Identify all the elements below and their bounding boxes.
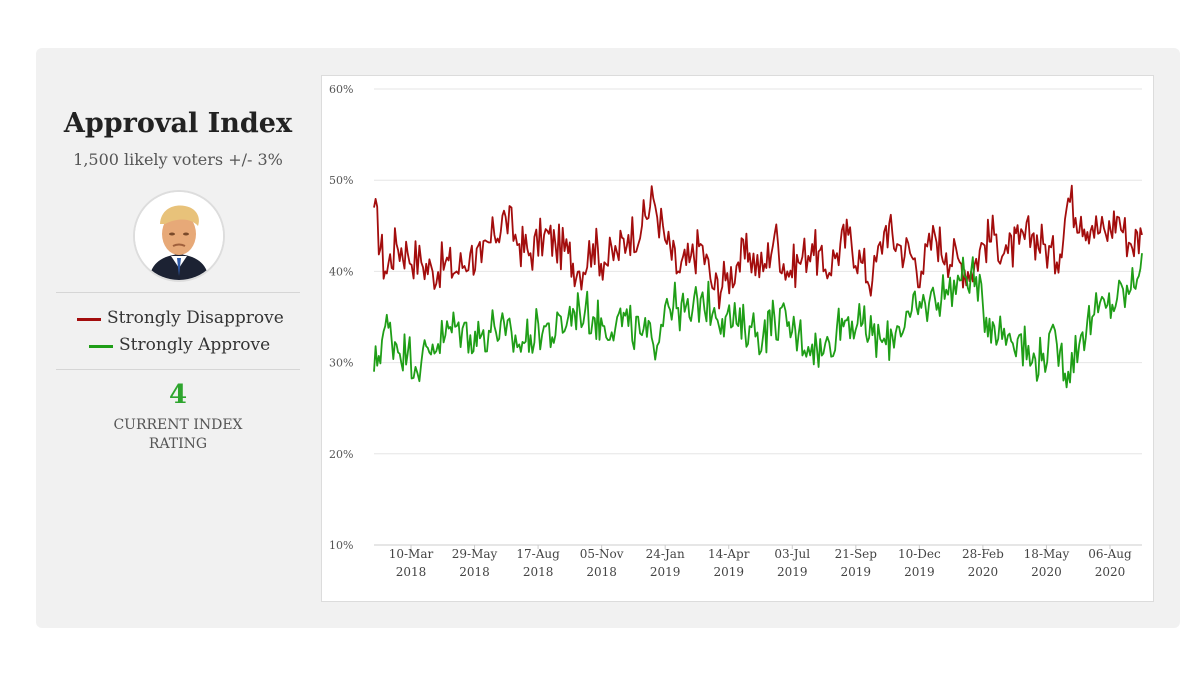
legend-label-disapprove: Strongly Disapprove — [107, 308, 284, 328]
y-tick-label-10: 10% — [329, 539, 353, 552]
x-tick-label-3: 05-Nov — [580, 547, 624, 561]
x-tick-label-9: 28-Feb — [962, 547, 1004, 561]
x-tick-label-10: 18-May — [1024, 547, 1070, 561]
legend-swatch-disapprove — [77, 318, 101, 321]
series-line-strongly-disapprove — [373, 184, 1143, 310]
x-tick-label-11: 06-Aug — [1088, 547, 1132, 561]
index-label-line1: CURRENT INDEX — [113, 417, 243, 433]
x-tick-label-0: 10-Mar — [389, 547, 434, 561]
panel-title: Approval Index — [63, 108, 293, 139]
y-tick-label-50: 50% — [329, 174, 353, 187]
x-tick-year-0: 2018 — [396, 565, 427, 579]
divider-bottom — [56, 369, 300, 370]
approval-line-chart: 10% 20% 30% 40% 50% 60% 10-Mar 2018 29-May 2018 17… — [329, 83, 1143, 579]
panel-subtitle: 1,500 likely voters +/- 3% — [73, 150, 283, 169]
x-tick-year-5: 2019 — [713, 565, 744, 579]
y-tick-label-20: 20% — [329, 448, 353, 461]
index-label-line2: RATING — [148, 436, 208, 452]
x-tick-year-2: 2018 — [523, 565, 554, 579]
x-tick-year-8: 2019 — [904, 565, 935, 579]
x-tick-label-8: 10-Dec — [898, 547, 941, 561]
x-tick-year-11: 2020 — [1095, 565, 1126, 579]
chart-container: 10% 20% 30% 40% 50% 60% 10-Mar 2018 29-May 2018 17… — [321, 75, 1154, 602]
x-tick-year-9: 2020 — [968, 565, 999, 579]
legend-item-disapprove: Strongly Disapprove — [56, 308, 300, 330]
y-tick-label-60: 60% — [329, 83, 353, 96]
x-tick-label-4: 24-Jan — [646, 547, 685, 561]
x-tick-label-6: 03-Jul — [774, 547, 810, 561]
x-tick-year-4: 2019 — [650, 565, 681, 579]
x-tick-label-5: 14-Apr — [708, 547, 750, 561]
legend-item-approve: Strongly Approve — [56, 335, 300, 357]
y-tick-label-40: 40% — [329, 265, 353, 278]
current-index-value: 4 — [168, 380, 188, 410]
x-tick-year-10: 2020 — [1031, 565, 1062, 579]
x-tick-year-6: 2019 — [777, 565, 808, 579]
x-tick-label-7: 21-Sep — [835, 547, 878, 561]
x-tick-year-7: 2019 — [841, 565, 872, 579]
series-line-strongly-approve — [373, 253, 1143, 389]
legend-swatch-approve — [89, 345, 113, 348]
x-tick-label-1: 29-May — [452, 547, 498, 561]
x-tick-label-2: 17-Aug — [516, 547, 560, 561]
divider-top — [56, 292, 300, 293]
y-tick-label-30: 30% — [329, 357, 353, 370]
x-tick-year-3: 2018 — [586, 565, 617, 579]
legend-label-approve: Strongly Approve — [119, 335, 271, 355]
current-index-label: CURRENT INDEX RATING — [56, 416, 300, 454]
portrait-photo-icon — [133, 190, 225, 282]
x-tick-year-1: 2018 — [459, 565, 490, 579]
